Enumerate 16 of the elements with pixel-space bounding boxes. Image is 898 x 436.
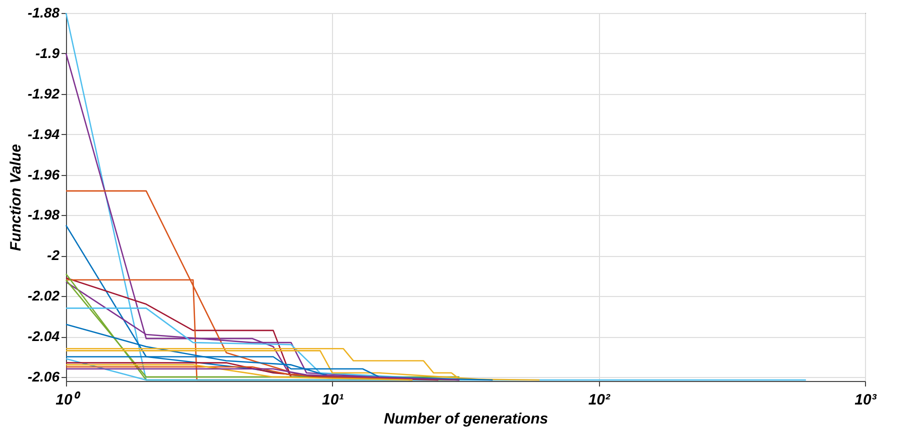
x-tick-label: 10⁰: [56, 390, 82, 408]
x-tick-label: 10³: [854, 392, 878, 408]
x-tick-label: 10²: [588, 392, 612, 408]
x-tick-label: 10¹: [322, 392, 344, 408]
y-axis-title: Function Value: [8, 144, 25, 251]
y-tick-label: -2.04: [28, 328, 60, 344]
y-tick-label: -1.88: [28, 4, 60, 20]
x-axis-title: Number of generations: [384, 410, 548, 428]
y-tick-label: -1.94: [28, 126, 60, 142]
y-tick-label: -1.98: [28, 206, 60, 223]
y-tick-label: -1.9: [35, 44, 60, 61]
y-tick-label: -1.92: [28, 85, 60, 102]
y-tick-label: -2.06: [28, 368, 60, 384]
y-tick-label: -2.02: [28, 288, 60, 304]
y-tick-label: -1.96: [28, 166, 60, 182]
y-tick-label: -2: [47, 247, 60, 264]
